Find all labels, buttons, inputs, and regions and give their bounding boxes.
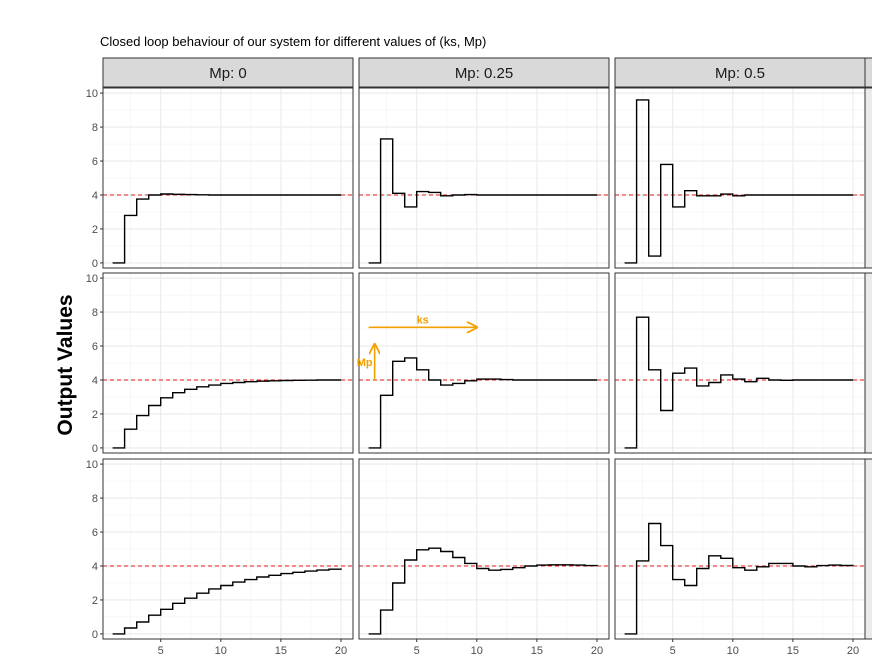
panel-border (358, 87, 610, 269)
step-series-line (112, 193, 341, 264)
x-axis: 5 10 15 20 5 10 15 20 5 10 15 20 (158, 639, 859, 657)
y-tick-label: 4 (92, 190, 98, 202)
x-tick-label: 10 (471, 645, 483, 657)
facet-strip (358, 57, 610, 88)
x-tick-label: 10 (215, 645, 227, 657)
y-tick-label: 10 (86, 273, 98, 285)
facet-panel (614, 272, 866, 454)
x-tick-label: 5 (414, 645, 420, 657)
facet-panel (102, 458, 354, 640)
facet-panel (102, 87, 354, 269)
facet-panel (614, 87, 866, 269)
step-series-line (624, 99, 853, 264)
y-tick-label: 2 (92, 224, 98, 236)
x-tick-label: 5 (158, 645, 164, 657)
y-axis-label: Output Values (54, 294, 77, 435)
facet-strip-label: Mp: 0.5 (715, 65, 765, 82)
facet-panel (358, 458, 610, 640)
facet-panels: ks Mp (102, 87, 872, 640)
step-series-line (112, 568, 342, 635)
facet-strip (102, 57, 354, 88)
panel-border (358, 272, 610, 454)
panel-border (358, 458, 610, 640)
facet-strip-clipped (864, 57, 872, 88)
ks-annotation-label: ks (417, 314, 429, 326)
step-series-line (624, 522, 854, 635)
y-tick-label: 6 (92, 341, 98, 353)
step-series-line (112, 379, 341, 449)
facet-strip (614, 57, 866, 88)
step-series-line (368, 138, 597, 264)
x-tick-label: 5 (670, 645, 676, 657)
y-tick-label: 6 (92, 156, 98, 168)
panel-border (102, 87, 354, 269)
facet-panel-clipped (864, 87, 872, 269)
y-tick-label: 8 (92, 493, 98, 505)
y-tick-label: 10 (86, 459, 98, 471)
facet-panel-clipped (864, 458, 872, 640)
y-tick-label: 10 (86, 88, 98, 100)
y-tick-label: 8 (92, 307, 98, 319)
facet-panel (102, 272, 354, 454)
x-tick-label: 20 (847, 645, 859, 657)
panel-border (102, 458, 354, 640)
y-tick-label: 0 (92, 258, 98, 270)
step-series-line (368, 547, 598, 635)
x-tick-label: 15 (531, 645, 543, 657)
step-series-line (368, 357, 597, 449)
facet-panel (358, 272, 610, 454)
y-tick-label: 0 (92, 443, 98, 455)
y-tick-label: 0 (92, 629, 98, 641)
panel-border (102, 272, 354, 454)
y-tick-label: 2 (92, 409, 98, 421)
y-tick-label: 6 (92, 527, 98, 539)
facet-panel (358, 87, 610, 269)
x-tick-label: 15 (275, 645, 287, 657)
facet-strip-label: Mp: 0.25 (455, 65, 513, 82)
x-tick-label: 10 (727, 645, 739, 657)
mp-annotation-label: Mp (357, 357, 373, 369)
y-tick-label: 4 (92, 561, 98, 573)
x-tick-label: 15 (787, 645, 799, 657)
y-axes: 0 2 4 6 8 10 0 2 4 6 8 10 0 2 4 6 8 10 (86, 88, 103, 641)
y-tick-label: 4 (92, 375, 98, 387)
x-tick-label: 20 (335, 645, 347, 657)
y-tick-label: 2 (92, 595, 98, 607)
facet-strip-label: Mp: 0 (209, 65, 247, 82)
y-tick-label: 8 (92, 122, 98, 134)
facet-panel-clipped (864, 272, 872, 454)
x-tick-label: 20 (591, 645, 603, 657)
facet-panel (614, 458, 866, 640)
facet-strips: Mp: 0 Mp: 0.25 Mp: 0.5 (102, 57, 872, 88)
chart-title: Closed loop behaviour of our system for … (100, 34, 486, 49)
step-series-line (624, 316, 853, 449)
